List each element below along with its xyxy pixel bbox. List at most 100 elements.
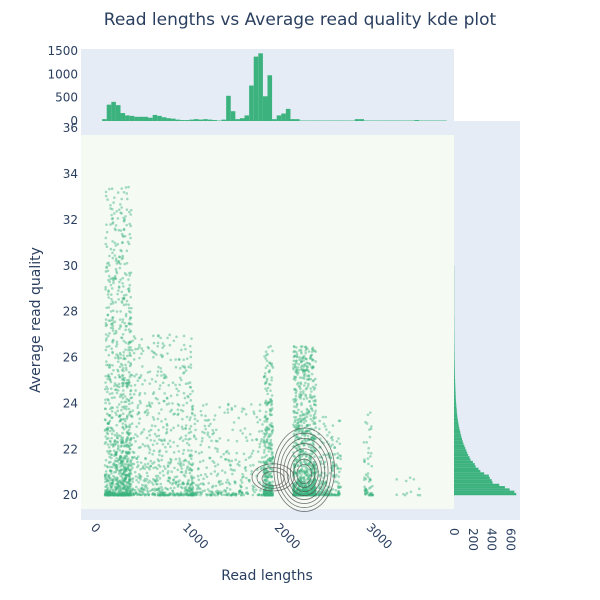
scatter-point <box>106 374 110 378</box>
scatter-point <box>115 477 119 481</box>
scatter-point <box>265 492 269 495</box>
scatter-point <box>104 401 107 405</box>
scatter-point <box>117 261 121 265</box>
scatter-point <box>110 322 113 326</box>
scatter-point <box>308 486 312 490</box>
scatter-point <box>109 449 112 453</box>
scatter-point <box>109 247 113 251</box>
scatter-point <box>332 493 336 497</box>
scatter-point <box>126 473 130 476</box>
scatter-point <box>112 445 115 448</box>
scatter-point <box>309 387 313 390</box>
scatter-point <box>266 464 270 467</box>
scatter-point <box>120 481 123 484</box>
kde-contour-line <box>256 467 290 489</box>
scatter-point <box>141 491 144 494</box>
scatter-point <box>126 492 130 496</box>
scatter-point <box>122 444 126 448</box>
scatter-point <box>222 452 225 456</box>
scatter-point <box>313 479 317 483</box>
scatter-point <box>127 428 131 432</box>
scatter-point <box>262 441 266 444</box>
scatter-point <box>189 392 192 396</box>
scatter-point <box>207 493 210 496</box>
scatter-point <box>267 459 271 462</box>
right-histogram-bar <box>454 359 455 363</box>
scatter-point <box>143 392 147 395</box>
scatter-point <box>304 393 308 397</box>
scatter-point <box>257 493 261 496</box>
scatter-point <box>369 451 373 455</box>
scatter-point <box>116 477 119 480</box>
scatter-point <box>113 493 117 497</box>
scatter-point <box>128 321 131 325</box>
top-histogram-bar <box>244 115 250 121</box>
scatter-point <box>129 431 132 435</box>
scatter-point <box>265 493 268 497</box>
right-histogram-bar <box>454 433 461 436</box>
scatter-point <box>121 374 125 377</box>
scatter-point <box>304 467 308 470</box>
scatter-point <box>152 418 156 421</box>
scatter-point <box>127 493 130 497</box>
scatter-point <box>166 493 169 497</box>
scatter-point <box>131 487 135 491</box>
scatter-point <box>182 493 186 497</box>
scatter-point <box>126 240 130 244</box>
scatter-point <box>224 458 228 461</box>
scatter-point <box>370 464 374 468</box>
scatter-point <box>119 493 123 496</box>
scatter-point <box>134 440 137 443</box>
scatter-point <box>309 490 313 494</box>
scatter-point <box>267 345 270 349</box>
scatter-point <box>125 452 129 455</box>
scatter-point <box>312 399 315 403</box>
scatter-point <box>132 358 136 361</box>
scatter-point <box>265 492 269 496</box>
scatter-point <box>114 376 117 379</box>
scatter-point <box>299 451 303 454</box>
scatter-point <box>114 388 117 392</box>
scatter-point <box>115 493 119 496</box>
right-histogram-bar <box>454 447 466 450</box>
scatter-point <box>127 287 131 290</box>
scatter-point <box>159 493 162 497</box>
scatter-point <box>262 451 266 454</box>
scatter-point <box>109 493 113 497</box>
scatter-point <box>122 479 126 482</box>
scatter-point <box>302 354 306 358</box>
scatter-point <box>165 424 169 427</box>
top-histogram-bar <box>175 119 181 121</box>
scatter-point <box>169 457 172 461</box>
scatter-point <box>371 493 374 497</box>
scatter-point <box>166 336 169 340</box>
scatter-point <box>205 493 209 497</box>
scatter-point <box>108 493 111 497</box>
scatter-point <box>405 491 409 495</box>
scatter-point <box>192 481 195 485</box>
scatter-point <box>201 459 205 463</box>
scatter-point <box>336 452 340 455</box>
scatter-point <box>130 306 133 310</box>
scatter-point <box>108 489 111 492</box>
scatter-point <box>189 468 192 471</box>
scatter-point <box>122 369 125 373</box>
scatter-point <box>307 482 311 485</box>
scatter-point <box>166 493 170 497</box>
right-histogram-bar <box>454 391 456 395</box>
scatter-point <box>163 438 166 441</box>
scatter-point <box>119 474 122 478</box>
scatter-point <box>203 431 206 435</box>
scatter-point <box>108 254 111 258</box>
scatter-point <box>263 478 267 482</box>
scatter-point <box>260 437 263 441</box>
scatter-point <box>298 457 302 460</box>
scatter-point <box>306 467 309 470</box>
scatter-point <box>141 442 145 446</box>
scatter-point <box>245 439 249 443</box>
scatter-point <box>237 490 241 493</box>
scatter-point <box>307 456 311 460</box>
scatter-point <box>121 384 124 388</box>
scatter-point <box>293 363 297 366</box>
scatter-point <box>121 493 125 497</box>
